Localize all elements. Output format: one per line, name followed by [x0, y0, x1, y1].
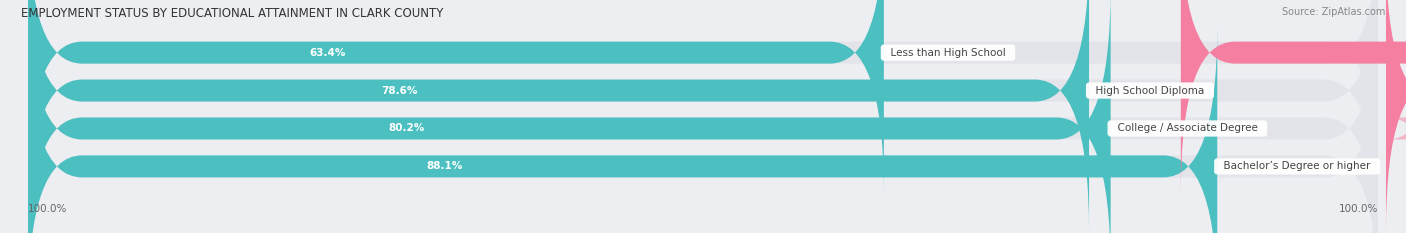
Text: 88.1%: 88.1% [426, 161, 463, 171]
Text: EMPLOYMENT STATUS BY EDUCATIONAL ATTAINMENT IN CLARK COUNTY: EMPLOYMENT STATUS BY EDUCATIONAL ATTAINM… [21, 7, 443, 20]
FancyBboxPatch shape [1386, 0, 1406, 231]
FancyBboxPatch shape [28, 26, 1218, 233]
Text: 63.4%: 63.4% [309, 48, 346, 58]
Text: High School Diploma: High School Diploma [1090, 86, 1211, 96]
Text: College / Associate Degree: College / Associate Degree [1111, 123, 1264, 134]
Text: Less than High School: Less than High School [884, 48, 1012, 58]
FancyBboxPatch shape [28, 0, 884, 193]
Text: Source: ZipAtlas.com: Source: ZipAtlas.com [1281, 7, 1385, 17]
FancyBboxPatch shape [28, 0, 1378, 193]
FancyBboxPatch shape [28, 0, 1378, 231]
FancyBboxPatch shape [28, 0, 1378, 233]
FancyBboxPatch shape [1181, 0, 1406, 193]
Text: 100.0%: 100.0% [1339, 204, 1378, 214]
FancyBboxPatch shape [28, 0, 1111, 233]
Text: Bachelor’s Degree or higher: Bachelor’s Degree or higher [1218, 161, 1376, 171]
FancyBboxPatch shape [28, 0, 1090, 231]
FancyBboxPatch shape [28, 26, 1378, 233]
Text: 80.2%: 80.2% [389, 123, 425, 134]
Text: 78.6%: 78.6% [381, 86, 418, 96]
Text: 100.0%: 100.0% [28, 204, 67, 214]
FancyBboxPatch shape [1388, 0, 1406, 233]
